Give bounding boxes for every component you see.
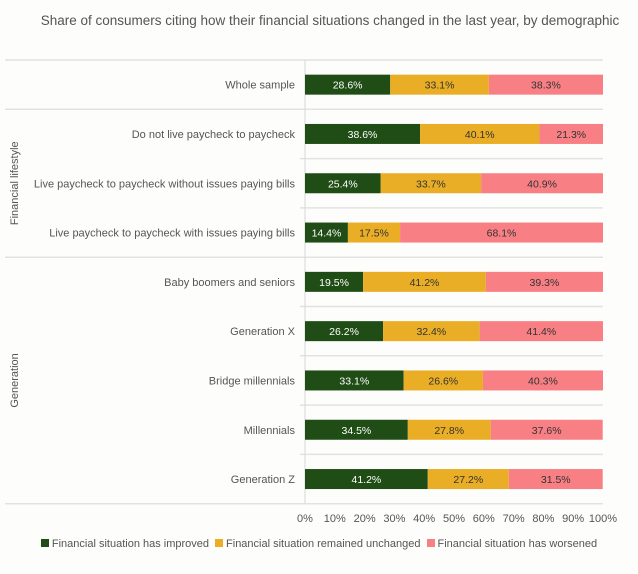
- bar-segment: [481, 173, 603, 194]
- category-label: Baby boomers and seniors: [164, 277, 295, 289]
- data-label: 41.2%: [351, 474, 381, 486]
- legend-swatch: [215, 539, 224, 547]
- data-label: 28.6%: [333, 80, 363, 92]
- data-label: 41.2%: [410, 277, 440, 289]
- legend-label: Financial situation has improved: [51, 538, 210, 550]
- bar-segment: [427, 469, 509, 490]
- data-label: 27.8%: [434, 425, 464, 437]
- bar-segment: [403, 370, 483, 391]
- x-tick-label: 30%: [383, 513, 405, 525]
- group-label: Financial lifestyle: [9, 141, 21, 225]
- legend-swatch: [40, 539, 49, 547]
- data-label: 68.1%: [487, 228, 517, 240]
- data-label: 33.7%: [416, 178, 446, 190]
- data-label: 27.2%: [453, 474, 483, 486]
- data-label: 34.5%: [342, 425, 372, 437]
- bar-segment: [305, 469, 428, 490]
- data-label: 32.4%: [416, 326, 446, 338]
- legend-item: Financial situation has improved: [40, 538, 210, 550]
- data-label: 25.4%: [328, 178, 358, 190]
- data-label: 40.9%: [527, 178, 557, 190]
- bar-segment: [305, 123, 421, 144]
- legend-swatch: [426, 539, 435, 547]
- data-label: 21.3%: [556, 129, 586, 141]
- bar-segment: [305, 321, 384, 342]
- category-label: Do not live paycheck to paycheck: [132, 129, 296, 141]
- category-label: Generation Z: [231, 474, 295, 486]
- bar-segment: [305, 370, 404, 391]
- bar-segment: [539, 123, 603, 144]
- x-tick-label: 100%: [589, 513, 617, 525]
- data-label: 37.6%: [532, 425, 562, 437]
- legend-item: Financial situation remained unchanged: [215, 538, 421, 550]
- x-tick-label: 80%: [532, 513, 554, 525]
- chart-title: Share of consumers citing how their fina…: [40, 13, 620, 28]
- category-label: Live paycheck to paycheck without issues…: [34, 178, 296, 190]
- legend: Financial situation has improved Financia…: [0, 538, 638, 550]
- data-label: 31.5%: [541, 474, 571, 486]
- data-label: 26.2%: [329, 326, 359, 338]
- bar-segment: [420, 123, 540, 144]
- data-label: 38.3%: [531, 80, 561, 92]
- data-label: 38.6%: [348, 129, 378, 141]
- legend-label: Financial situation remained unchanged: [226, 538, 421, 550]
- data-label: 14.4%: [312, 228, 342, 240]
- x-tick-label: 40%: [413, 513, 435, 525]
- category-label: Millennials: [244, 425, 296, 437]
- data-label: 41.4%: [526, 326, 556, 338]
- bar-segment: [485, 271, 603, 292]
- legend-item: Financial situation has worsened: [426, 538, 598, 550]
- bar-segment: [305, 74, 391, 95]
- bar-segment: [479, 321, 603, 342]
- data-label: 40.1%: [465, 129, 495, 141]
- bar-segment: [407, 419, 491, 440]
- x-tick-label: 50%: [443, 513, 465, 525]
- bar-segment: [363, 271, 486, 292]
- bar-segment: [380, 173, 482, 194]
- data-label: 17.5%: [359, 228, 389, 240]
- bar-segment: [390, 74, 489, 95]
- data-label: 19.5%: [319, 277, 349, 289]
- bar-segment: [383, 321, 480, 342]
- bar-segment: [347, 222, 401, 243]
- bar-segment: [488, 74, 603, 95]
- bar-segment: [400, 222, 603, 243]
- data-label: 40.3%: [528, 375, 558, 387]
- category-label: Generation X: [230, 326, 295, 338]
- x-tick-label: 70%: [503, 513, 525, 525]
- category-label: Live paycheck to paycheck with issues pa…: [49, 228, 295, 240]
- x-tick-label: 0%: [297, 513, 313, 525]
- data-label: 39.3%: [530, 277, 560, 289]
- x-tick-label: 60%: [473, 513, 495, 525]
- data-label: 33.1%: [425, 80, 455, 92]
- bar-segment: [305, 419, 408, 440]
- group-label: Generation: [9, 353, 21, 407]
- bar-segment: [508, 469, 603, 490]
- legend-label: Financial situation has worsened: [437, 538, 598, 550]
- bar-segment: [482, 370, 603, 391]
- bar-segment: [490, 419, 603, 440]
- data-label: 33.1%: [339, 375, 369, 387]
- x-tick-label: 90%: [562, 513, 584, 525]
- bar-segment: [305, 222, 348, 243]
- bar-segment: [305, 173, 381, 194]
- bar-segment: [305, 271, 364, 292]
- x-tick-label: 20%: [354, 513, 376, 525]
- x-tick-label: 10%: [324, 513, 346, 525]
- category-label: Whole sample: [225, 80, 295, 92]
- category-label: Bridge millennials: [209, 375, 296, 387]
- data-label: 26.6%: [428, 375, 458, 387]
